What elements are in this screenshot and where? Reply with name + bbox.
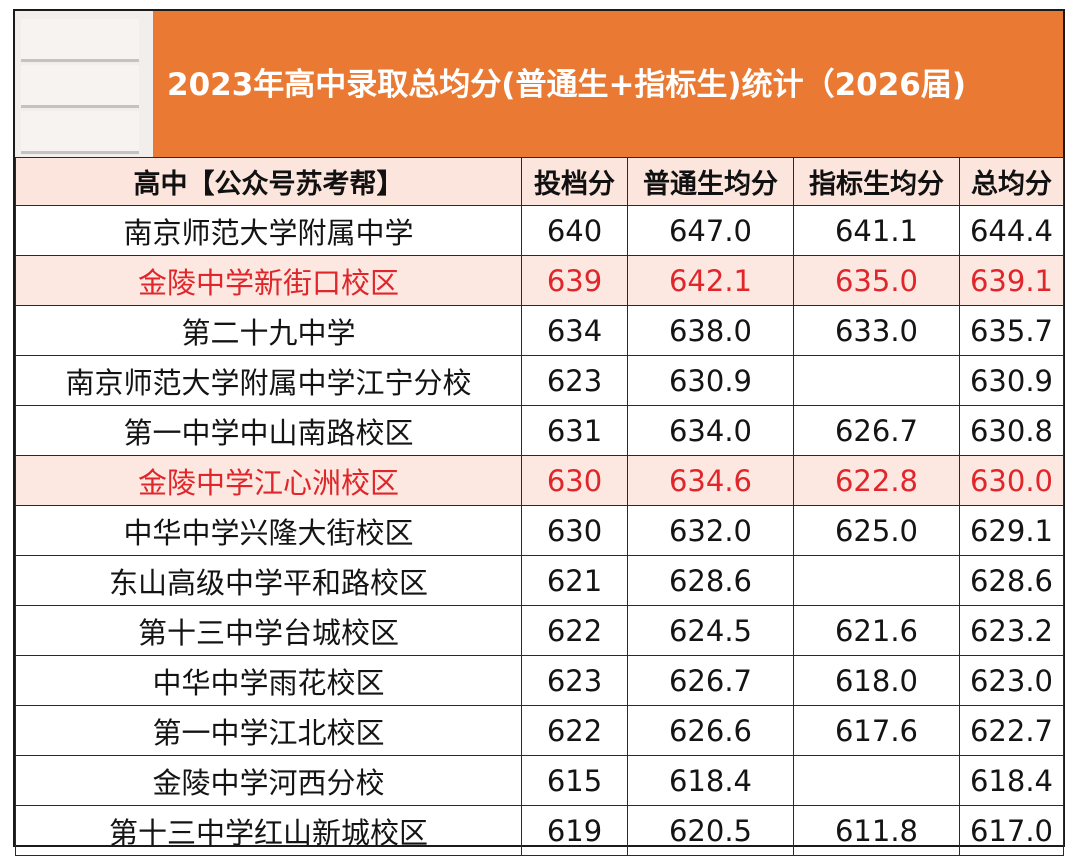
table-row: 第二十九中学 634 638.0 633.0 635.7 — [15, 305, 1064, 356]
thumbnail-image — [15, 11, 153, 157]
cell-toudang: 631 — [521, 405, 628, 456]
cell-toudang: 622 — [521, 605, 628, 656]
cell-toudang: 640 — [521, 205, 628, 256]
header-toudang: 投档分 — [521, 157, 628, 206]
table-row: 金陵中学江心洲校区 630 634.6 622.8 630.0 — [15, 455, 1064, 506]
cell-school-name: 第一中学中山南路校区 — [15, 405, 522, 456]
cell-toudang: 615 — [521, 755, 628, 806]
table-row: 金陵中学河西分校 615 618.4 618.4 — [15, 755, 1064, 806]
cell-school-name: 金陵中学江心洲校区 — [15, 455, 522, 506]
table-header-row: 高中【公众号苏考帮】 投档分 普通生均分 指标生均分 总均分 — [15, 157, 1064, 206]
cell-school-name: 金陵中学新街口校区 — [15, 255, 522, 306]
cell-school-name: 中华中学兴隆大街校区 — [15, 505, 522, 556]
cell-school-name: 中华中学雨花校区 — [15, 655, 522, 706]
cell-school-name: 东山高级中学平和路校区 — [15, 555, 522, 606]
cell-total-avg: 623.0 — [959, 655, 1064, 706]
cell-total-avg: 622.7 — [959, 705, 1064, 756]
cell-putong-avg: 647.0 — [627, 205, 794, 256]
cell-putong-avg: 632.0 — [627, 505, 794, 556]
cell-total-avg: 630.0 — [959, 455, 1064, 506]
cell-total-avg: 635.7 — [959, 305, 1064, 356]
cell-zhibiao-avg: 611.8 — [793, 805, 960, 856]
cell-zhibiao-avg: 641.1 — [793, 205, 960, 256]
title-bar: 2023年高中录取总均分(普通生+指标生)统计（2026届) — [15, 11, 1063, 157]
cell-school-name: 第十三中学台城校区 — [15, 605, 522, 656]
table-row: 第十三中学红山新城校区 619 620.5 611.8 617.0 — [15, 805, 1064, 856]
cell-toudang: 619 — [521, 805, 628, 856]
cell-zhibiao-avg: 617.6 — [793, 705, 960, 756]
cell-total-avg: 628.6 — [959, 555, 1064, 606]
cell-putong-avg: 628.6 — [627, 555, 794, 606]
cell-zhibiao-avg — [793, 555, 960, 606]
table-row: 中华中学雨花校区 623 626.7 618.0 623.0 — [15, 655, 1064, 706]
cell-putong-avg: 642.1 — [627, 255, 794, 306]
thumbnail-stripe — [21, 111, 139, 154]
cell-total-avg: 618.4 — [959, 755, 1064, 806]
score-table-image: 2023年高中录取总均分(普通生+指标生)统计（2026届) 高中【公众号苏考帮… — [13, 9, 1065, 856]
cell-zhibiao-avg: 626.7 — [793, 405, 960, 456]
cell-toudang: 623 — [521, 355, 628, 406]
cell-zhibiao-avg — [793, 755, 960, 806]
cell-zhibiao-avg: 618.0 — [793, 655, 960, 706]
thumbnail-stripe — [21, 19, 139, 62]
cell-toudang: 623 — [521, 655, 628, 706]
cell-putong-avg: 626.7 — [627, 655, 794, 706]
table-row: 第一中学中山南路校区 631 634.0 626.7 630.8 — [15, 405, 1064, 456]
header-total-avg: 总均分 — [959, 157, 1064, 206]
cell-school-name: 南京师范大学附属中学江宁分校 — [15, 355, 522, 406]
cell-putong-avg: 634.6 — [627, 455, 794, 506]
cell-putong-avg: 624.5 — [627, 605, 794, 656]
cell-school-name: 南京师范大学附属中学 — [15, 205, 522, 256]
cell-school-name: 第二十九中学 — [15, 305, 522, 356]
cell-total-avg: 644.4 — [959, 205, 1064, 256]
cell-total-avg: 630.9 — [959, 355, 1064, 406]
table-row: 第一中学江北校区 622 626.6 617.6 622.7 — [15, 705, 1064, 756]
cell-school-name: 金陵中学河西分校 — [15, 755, 522, 806]
cell-putong-avg: 630.9 — [627, 355, 794, 406]
header-putong-avg: 普通生均分 — [627, 157, 794, 206]
cell-total-avg: 617.0 — [959, 805, 1064, 856]
cell-putong-avg: 638.0 — [627, 305, 794, 356]
table-row: 第十三中学台城校区 622 624.5 621.6 623.2 — [15, 605, 1064, 656]
cell-toudang: 630 — [521, 455, 628, 506]
cell-zhibiao-avg: 625.0 — [793, 505, 960, 556]
cell-toudang: 639 — [521, 255, 628, 306]
cell-toudang: 634 — [521, 305, 628, 356]
cell-zhibiao-avg: 621.6 — [793, 605, 960, 656]
table-row: 中华中学兴隆大街校区 630 632.0 625.0 629.1 — [15, 505, 1064, 556]
cell-school-name: 第十三中学红山新城校区 — [15, 805, 522, 856]
table-row: 东山高级中学平和路校区 621 628.6 628.6 — [15, 555, 1064, 606]
cell-zhibiao-avg: 633.0 — [793, 305, 960, 356]
score-table: 高中【公众号苏考帮】 投档分 普通生均分 指标生均分 总均分 南京师范大学附属中… — [15, 157, 1064, 856]
cell-zhibiao-avg — [793, 355, 960, 406]
cell-toudang: 630 — [521, 505, 628, 556]
cell-zhibiao-avg: 622.8 — [793, 455, 960, 506]
cell-total-avg: 639.1 — [959, 255, 1064, 306]
cell-total-avg: 630.8 — [959, 405, 1064, 456]
cell-putong-avg: 618.4 — [627, 755, 794, 806]
header-zhibiao-avg: 指标生均分 — [793, 157, 960, 206]
cell-toudang: 622 — [521, 705, 628, 756]
cell-putong-avg: 634.0 — [627, 405, 794, 456]
cell-putong-avg: 620.5 — [627, 805, 794, 856]
table-row: 南京师范大学附属中学 640 647.0 641.1 644.4 — [15, 205, 1064, 256]
cell-putong-avg: 626.6 — [627, 705, 794, 756]
thumbnail-stripe — [21, 65, 139, 108]
cell-total-avg: 623.2 — [959, 605, 1064, 656]
cell-zhibiao-avg: 635.0 — [793, 255, 960, 306]
table-row: 金陵中学新街口校区 639 642.1 635.0 639.1 — [15, 255, 1064, 306]
page-title: 2023年高中录取总均分(普通生+指标生)统计（2026届) — [167, 67, 967, 103]
cell-school-name: 第一中学江北校区 — [15, 705, 522, 756]
cell-total-avg: 629.1 — [959, 505, 1064, 556]
cell-toudang: 621 — [521, 555, 628, 606]
table-row: 南京师范大学附属中学江宁分校 623 630.9 630.9 — [15, 355, 1064, 406]
header-school: 高中【公众号苏考帮】 — [15, 157, 522, 206]
